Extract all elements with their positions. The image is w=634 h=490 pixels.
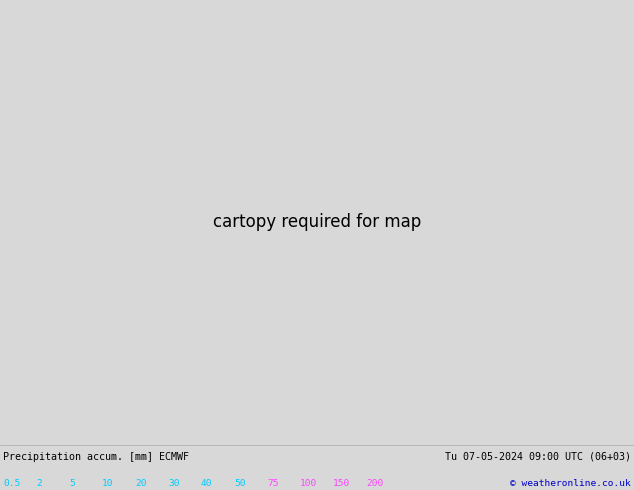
Text: © weatheronline.co.uk: © weatheronline.co.uk [510,479,631,488]
Text: 2: 2 [36,479,42,488]
Text: 150: 150 [333,479,350,488]
Text: cartopy required for map: cartopy required for map [213,214,421,231]
Text: 20: 20 [135,479,146,488]
Text: 5: 5 [69,479,75,488]
Text: 75: 75 [267,479,278,488]
Text: Tu 07-05-2024 09:00 UTC (06+03): Tu 07-05-2024 09:00 UTC (06+03) [445,452,631,462]
Text: 50: 50 [234,479,245,488]
Text: 10: 10 [102,479,113,488]
Text: 0.5: 0.5 [3,479,20,488]
Text: Precipitation accum. [mm] ECMWF: Precipitation accum. [mm] ECMWF [3,452,189,462]
Text: 30: 30 [168,479,179,488]
Text: 200: 200 [366,479,383,488]
Text: 40: 40 [201,479,212,488]
Text: 100: 100 [300,479,317,488]
